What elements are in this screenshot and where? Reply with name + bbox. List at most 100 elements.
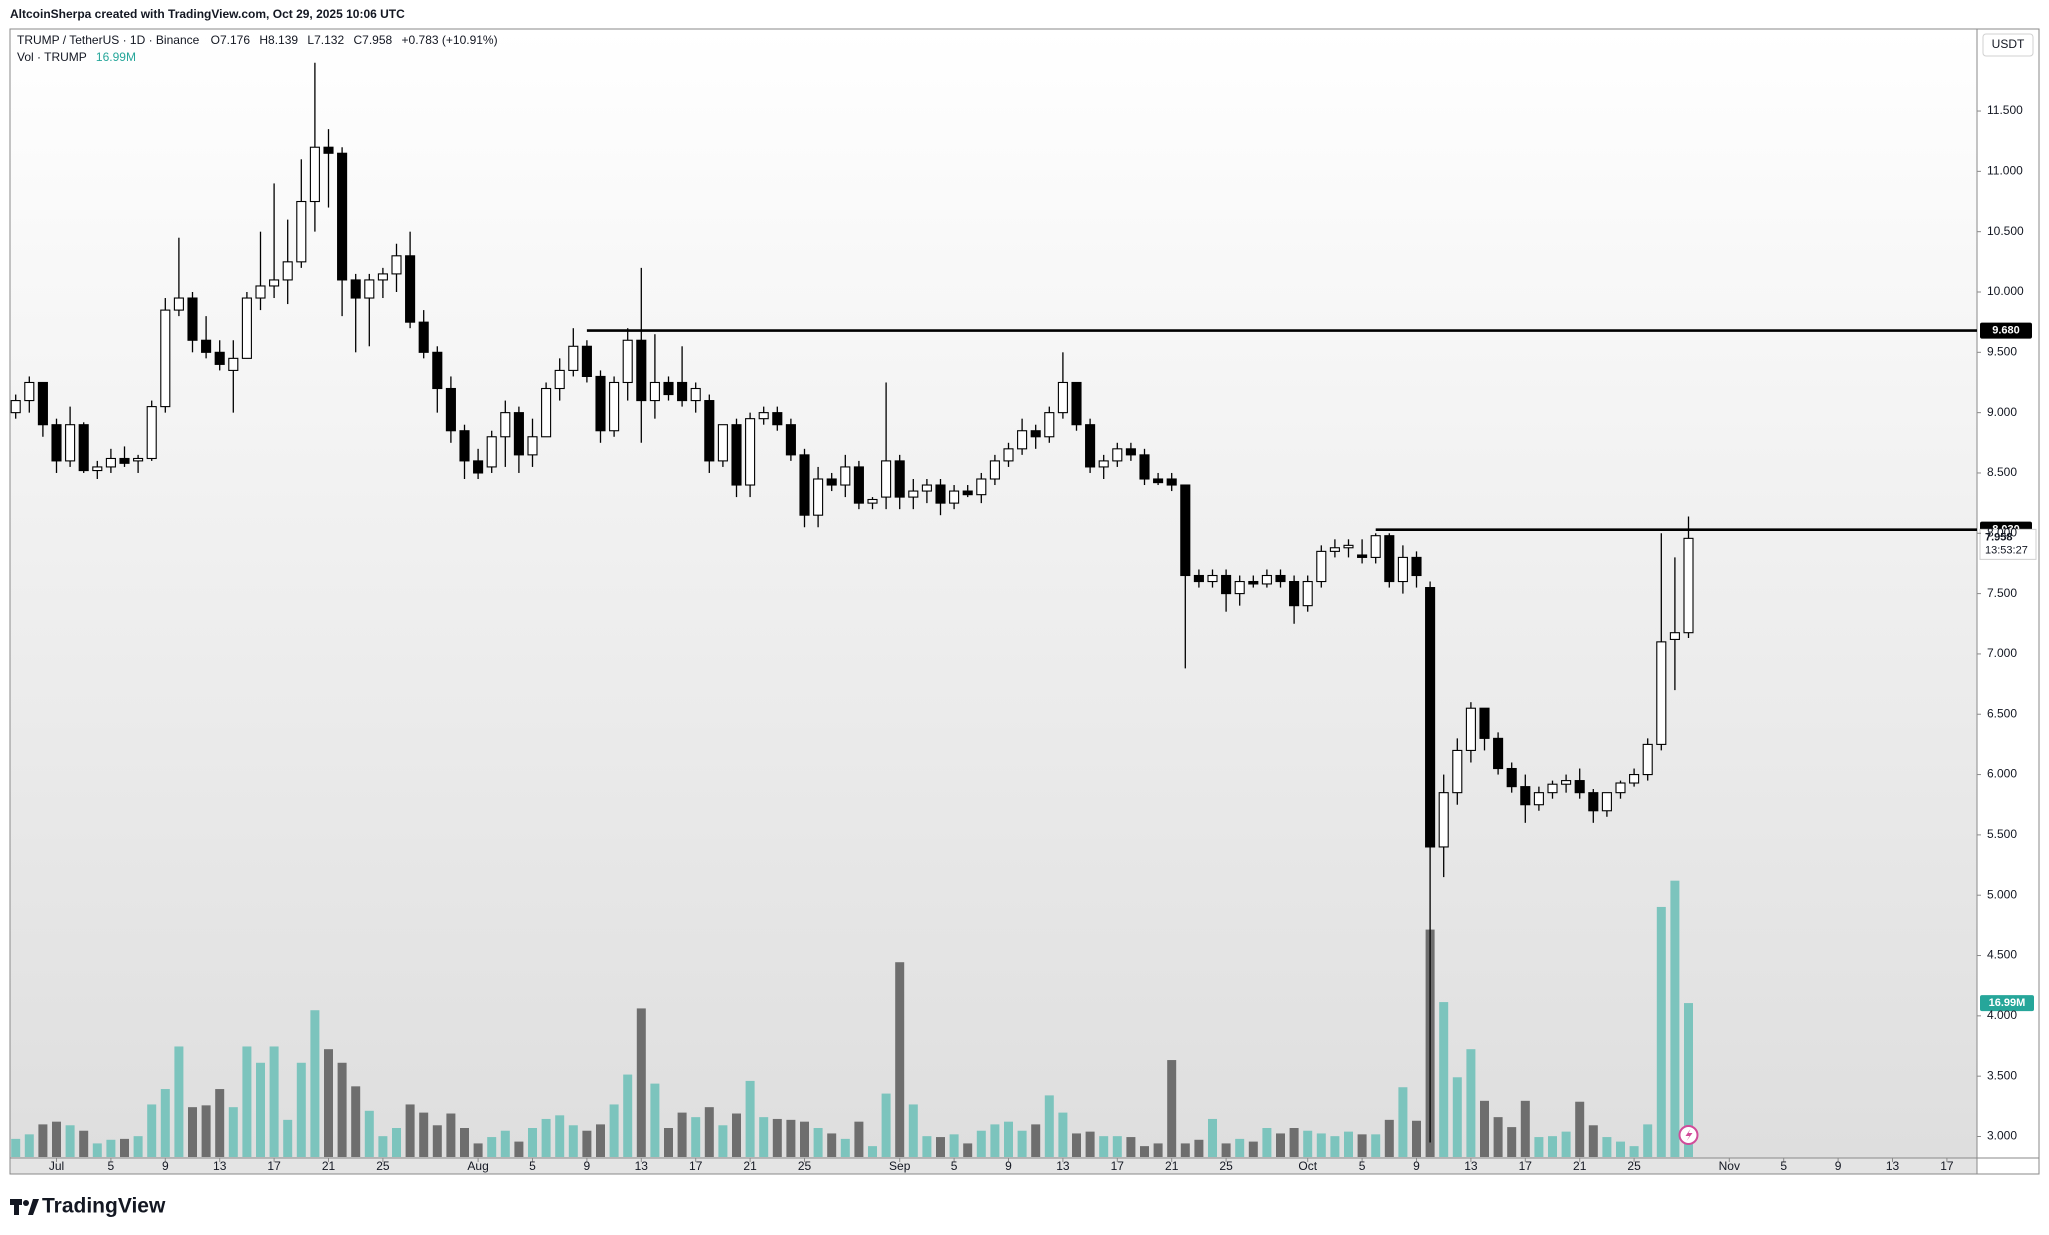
volume-bar	[609, 1104, 619, 1157]
volume-bar	[1480, 1100, 1489, 1157]
candle-body	[853, 466, 864, 504]
candle-body	[826, 478, 837, 486]
volume-bar	[378, 1136, 388, 1157]
volume-bar	[568, 1125, 578, 1157]
volume-bar	[79, 1130, 89, 1157]
candle-body	[1533, 792, 1544, 806]
volume-value: 16.99M	[96, 50, 136, 64]
x-tick-label: 25	[1627, 1159, 1641, 1173]
candle-body	[1452, 749, 1463, 794]
volume-bar	[582, 1130, 592, 1157]
y-tick-label: 5.500	[1987, 827, 2017, 841]
candle-body	[1465, 707, 1476, 751]
x-tick-label: 17	[689, 1159, 703, 1173]
candle-body	[595, 375, 606, 432]
volume-bar	[228, 1107, 238, 1157]
volume-bar	[1548, 1136, 1557, 1157]
y-tick-label: 4.000	[1987, 1008, 2017, 1022]
candle-body	[690, 387, 701, 402]
volume-bar	[976, 1130, 986, 1157]
x-tick-label: 25	[376, 1159, 390, 1173]
candle-body	[1601, 792, 1612, 812]
candle-body	[989, 460, 1000, 480]
volume-bar	[92, 1143, 102, 1157]
y-tick-label: 9.000	[1987, 405, 2017, 419]
candle-body	[541, 387, 552, 438]
candle-body	[1656, 641, 1667, 745]
currency[interactable]: USDT	[1992, 37, 2025, 51]
volume-bar	[1412, 1120, 1421, 1157]
candle-body	[187, 297, 198, 341]
y-tick-label: 3.000	[1987, 1129, 2017, 1143]
candle-body	[731, 424, 742, 486]
candle-body	[1438, 792, 1449, 848]
candle-body	[568, 345, 579, 371]
candle-body	[350, 279, 361, 299]
volume-bar	[1588, 1125, 1598, 1157]
x-tick-label: 17	[1940, 1159, 1954, 1173]
volume-bar	[310, 1010, 320, 1157]
logo-shape	[28, 1199, 39, 1215]
volume-bar	[732, 1113, 741, 1157]
volume-bar	[881, 1093, 891, 1157]
candle-body	[1357, 554, 1368, 558]
volume-bar	[1180, 1143, 1190, 1157]
volume-bar	[337, 1062, 347, 1157]
volume-bar	[691, 1117, 701, 1157]
volume-bar	[1561, 1131, 1571, 1157]
candle-body	[228, 357, 239, 371]
volume-bar	[38, 1124, 48, 1157]
x-tick-label: 9	[1005, 1159, 1012, 1173]
chart-pane	[10, 29, 1977, 1158]
volume-bar	[256, 1062, 265, 1157]
y-tick-label: 10.000	[1987, 284, 2024, 298]
ohlc-prefix: H	[259, 33, 268, 47]
candle-body	[78, 424, 89, 472]
x-tick-label: 25	[1219, 1159, 1233, 1173]
candle-body	[1547, 783, 1558, 794]
volume-bar	[215, 1089, 225, 1157]
volume-bar	[1330, 1136, 1340, 1157]
candle-body	[1669, 632, 1680, 640]
candle-body	[1153, 478, 1164, 484]
y-tick-label: 5.000	[1987, 887, 2017, 901]
volume-bar	[949, 1134, 959, 1157]
x-tick-label: 5	[108, 1159, 115, 1173]
x-tick-label: 9	[1413, 1159, 1420, 1173]
high-value: 8.139	[268, 33, 298, 47]
x-tick-label: 17	[267, 1159, 281, 1173]
volume-bar	[1520, 1100, 1530, 1157]
volume-bar	[1534, 1137, 1544, 1157]
volume-bar	[120, 1138, 129, 1157]
x-tick-label: Nov	[1719, 1159, 1740, 1173]
candle-body	[1085, 424, 1096, 468]
candle-body	[37, 381, 48, 426]
candle-body	[921, 484, 932, 492]
volume-bar	[1507, 1127, 1517, 1157]
candle-body	[554, 369, 565, 390]
volume-bar	[718, 1125, 728, 1157]
volume-bar	[677, 1112, 687, 1157]
volume-bar	[11, 1138, 21, 1157]
volume-bar	[1357, 1134, 1367, 1157]
candle-body	[445, 387, 456, 432]
volume-bar	[1466, 1049, 1476, 1157]
candle-body	[1629, 774, 1640, 784]
volume-bar	[895, 962, 905, 1157]
candle-body	[949, 490, 960, 504]
candle-body	[609, 381, 620, 432]
ohlc-prefix: C	[353, 33, 362, 47]
volume-bar	[990, 1124, 1000, 1157]
x-tick-label: 21	[322, 1159, 336, 1173]
volume-bar	[201, 1105, 211, 1157]
candle-body	[24, 381, 35, 402]
x-tick-label: 5	[1780, 1159, 1787, 1173]
currency-box[interactable]	[1982, 33, 2034, 57]
candle-body	[418, 321, 429, 353]
candle-body	[1030, 430, 1041, 438]
change: +0.783 (+10.91%)	[402, 33, 498, 47]
x-tick-label: 9	[584, 1159, 591, 1173]
volume-bar	[487, 1137, 497, 1157]
candle-body	[1520, 786, 1531, 806]
